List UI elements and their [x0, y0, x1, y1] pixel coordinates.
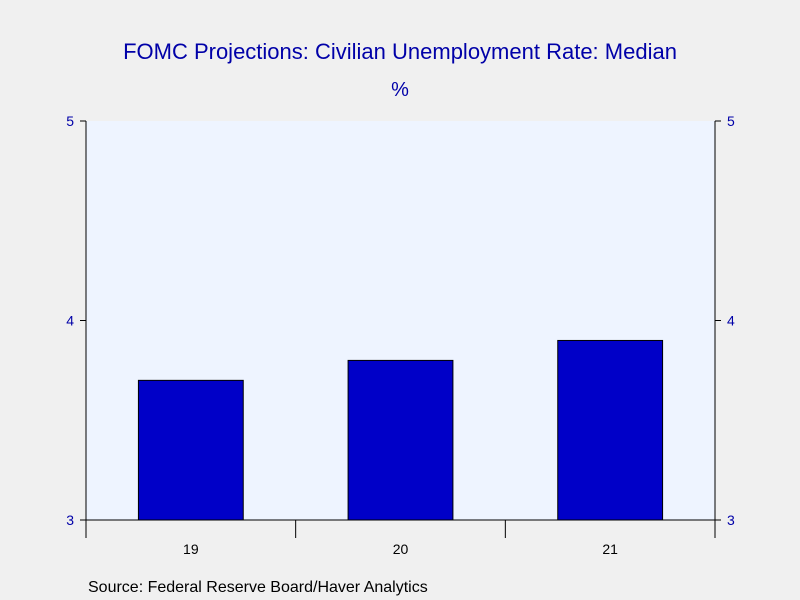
- y-tick-label-left: 4: [66, 313, 74, 329]
- y-tick-label-left: 3: [66, 512, 74, 528]
- source-note: Source: Federal Reserve Board/Haver Anal…: [88, 579, 428, 596]
- y-tick-label-right: 3: [727, 512, 735, 528]
- y-tick-label-right: 5: [727, 113, 735, 129]
- x-tick-label: 20: [393, 541, 409, 557]
- x-tick-label: 21: [602, 541, 618, 557]
- bar: [137, 379, 244, 521]
- y-tick-label-left: 5: [66, 113, 74, 129]
- chart-title: FOMC Projections: Civilian Unemployment …: [123, 39, 677, 64]
- bar: [347, 359, 454, 521]
- y-tick-label-right: 4: [727, 313, 735, 329]
- x-tick-label: 19: [183, 541, 199, 557]
- bar: [557, 339, 664, 521]
- chart-unit-label: %: [391, 79, 409, 101]
